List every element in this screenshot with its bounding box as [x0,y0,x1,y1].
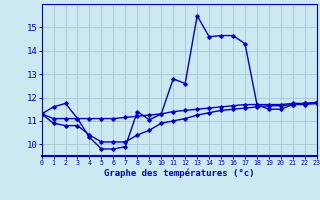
X-axis label: Graphe des températures (°c): Graphe des températures (°c) [104,169,254,178]
